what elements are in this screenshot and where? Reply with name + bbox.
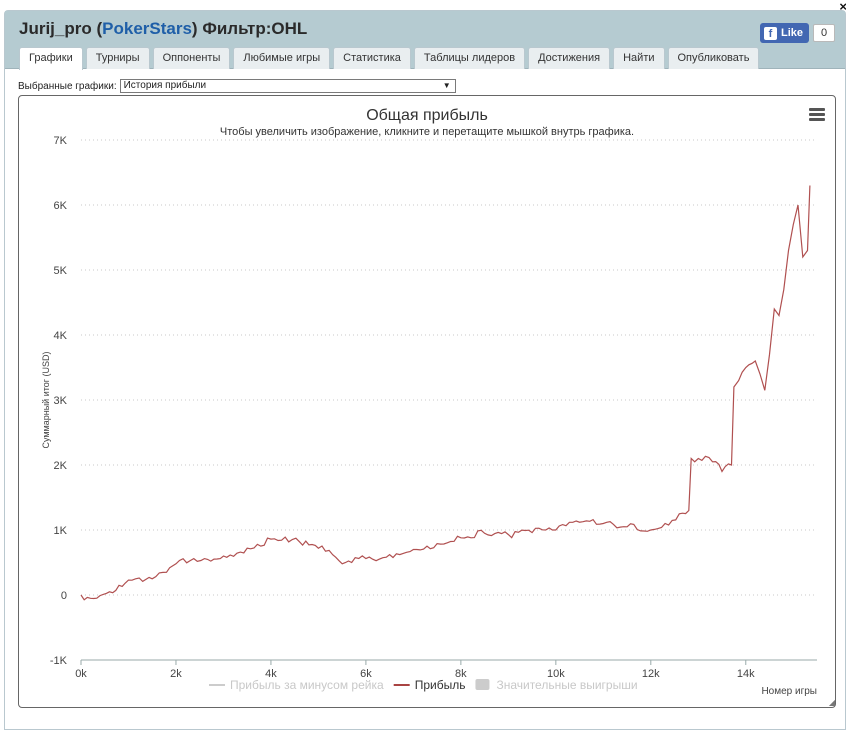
tab-statistics[interactable]: Статистика xyxy=(333,47,411,69)
chart-title: Общая прибыль xyxy=(366,107,488,124)
legend-item[interactable]: Значительные выигрыши xyxy=(496,678,637,692)
tab-publish[interactable]: Опубликовать xyxy=(667,47,760,69)
window-header: Jurij_pro (PokerStars) Фильтр:OHL f Like… xyxy=(5,11,845,70)
tab-achievements[interactable]: Достижения xyxy=(528,47,611,69)
filter-label: Фильтр:OHL xyxy=(197,19,308,38)
tab-leaderboards[interactable]: Таблицы лидеров xyxy=(413,47,526,69)
x-tick-label: 14k xyxy=(737,668,755,680)
chart-menu-icon[interactable] xyxy=(809,108,825,123)
like-count: 0 xyxy=(813,24,835,42)
series-line-0 xyxy=(80,185,811,601)
x-tick-label: 2k xyxy=(170,668,182,680)
chart-select[interactable]: История прибыли ▼ xyxy=(119,79,456,93)
tab-opponents[interactable]: Оппоненты xyxy=(152,47,231,69)
facebook-like: f Like 0 xyxy=(759,23,835,43)
stats-window: Jurij_pro (PokerStars) Фильтр:OHL f Like… xyxy=(4,10,846,730)
x-tick-label: 6k xyxy=(360,668,372,680)
y-tick-label: 3K xyxy=(54,395,68,407)
chart-subtitle: Чтобы увеличить изображение, кликните и … xyxy=(220,126,634,138)
x-axis-title: Номер игры xyxy=(761,686,817,697)
x-tick-label: 0k xyxy=(75,668,87,680)
facebook-icon: f xyxy=(763,26,777,40)
legend-item[interactable]: Прибыль xyxy=(415,678,466,692)
chart-select-value: История прибыли xyxy=(123,80,207,91)
x-tick-label: 8k xyxy=(455,668,467,680)
y-tick-label: 0 xyxy=(61,590,67,602)
legend-item[interactable]: Прибыль за минусом рейка xyxy=(230,678,384,692)
username: Jurij_pro xyxy=(19,19,92,38)
chart-selector-label: Выбранные графики: xyxy=(18,80,117,92)
y-tick-label: -1K xyxy=(50,655,68,667)
y-tick-label: 1K xyxy=(54,525,68,537)
window-title: Jurij_pro (PokerStars) Фильтр:OHL xyxy=(19,19,307,39)
y-tick-label: 6K xyxy=(54,200,68,212)
close-icon[interactable]: × xyxy=(839,0,846,14)
chart-container[interactable]: Общая прибыль Чтобы увеличить изображение… xyxy=(18,95,836,708)
y-tick-label: 7K xyxy=(54,135,68,147)
tab-bar: Графики Турниры Оппоненты Любимые игры С… xyxy=(19,47,760,70)
tab-tournaments[interactable]: Турниры xyxy=(85,47,150,69)
like-label: Like xyxy=(780,27,803,39)
y-tick-label: 5K xyxy=(54,265,68,277)
tab-charts[interactable]: Графики xyxy=(19,47,83,70)
dropdown-arrow-icon: ▼ xyxy=(442,81,451,90)
chart-selector-row: Выбранные графики: История прибыли ▼ xyxy=(18,79,456,93)
paren-close: ) xyxy=(191,19,198,38)
x-tick-label: 4k xyxy=(265,668,277,680)
paren-open: ( xyxy=(91,19,103,38)
tab-favorite-games[interactable]: Любимые игры xyxy=(233,47,331,69)
tab-search[interactable]: Найти xyxy=(613,47,665,69)
profit-chart[interactable]: Общая прибыль Чтобы увеличить изображение… xyxy=(19,96,835,707)
site-link[interactable]: PokerStars xyxy=(102,19,192,38)
resize-handle-icon[interactable]: ◢ xyxy=(828,698,835,707)
y-tick-label: 4K xyxy=(54,330,68,342)
y-axis-title: Суммарный итог (USD) xyxy=(41,351,51,448)
like-button[interactable]: f Like xyxy=(759,23,809,43)
y-tick-label: 2K xyxy=(54,460,68,472)
x-tick-label: 12k xyxy=(642,668,660,680)
x-tick-label: 10k xyxy=(547,668,565,680)
legend-swatch xyxy=(475,679,490,690)
